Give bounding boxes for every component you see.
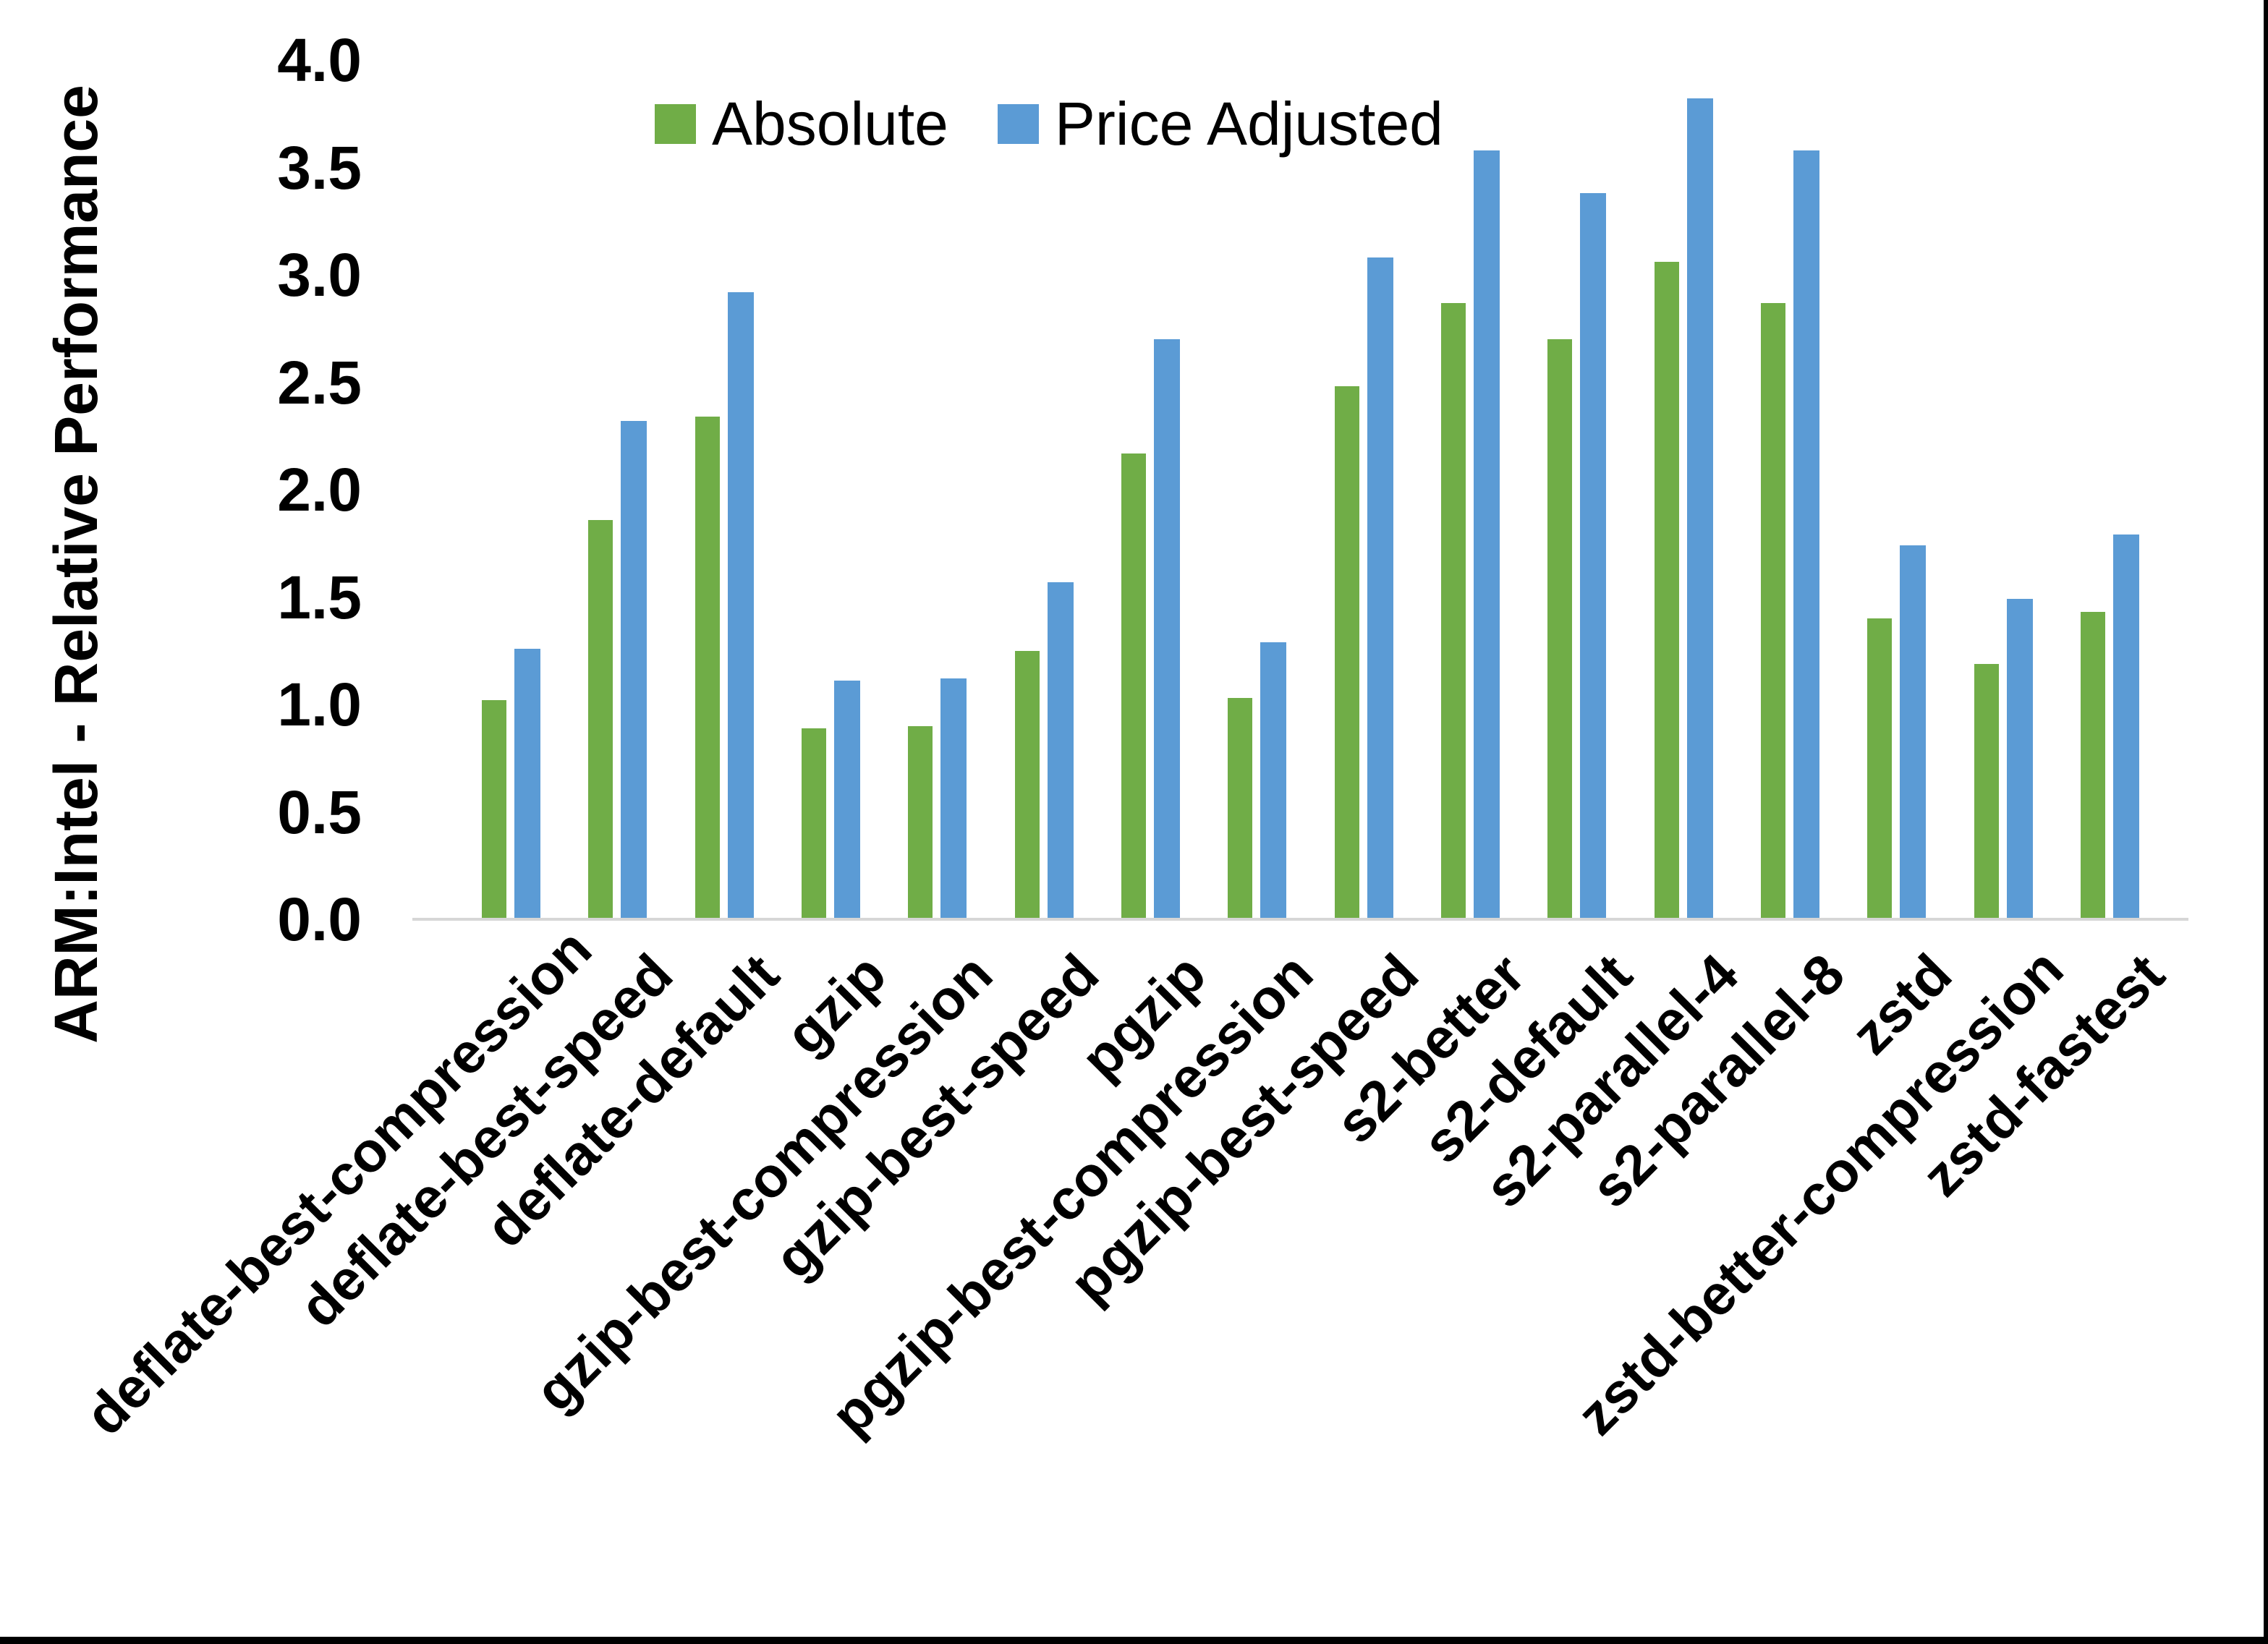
bar-absolute-pgzip-best-speed xyxy=(1334,386,1359,919)
bar-absolute-gzip xyxy=(802,728,827,919)
plot-area xyxy=(458,60,2163,919)
bar-price-adjusted-s2-parallel-8 xyxy=(1793,150,1819,919)
y-tick-label: 1.5 xyxy=(277,563,362,631)
y-tick-label: 0.0 xyxy=(277,885,362,953)
bar-absolute-s2-better xyxy=(1440,303,1466,919)
bar-absolute-gzip-best-speed xyxy=(1014,651,1040,919)
bar-price-adjusted-deflate-best-compression xyxy=(514,649,541,919)
bar-absolute-pgzip-best-compression xyxy=(1228,698,1253,919)
bar-price-adjusted-pgzip-best-compression xyxy=(1260,642,1287,919)
y-tick-label: 3.0 xyxy=(277,241,362,309)
bar-price-adjusted-s2-better xyxy=(1473,150,1500,919)
y-tick-label: 3.5 xyxy=(277,133,362,202)
y-axis-title: ARM:Intel - Relative Performance xyxy=(42,85,110,1044)
frame-border-right xyxy=(2264,0,2268,1644)
x-axis-line xyxy=(412,918,2188,921)
bar-price-adjusted-deflate-default xyxy=(727,292,754,919)
bar-absolute-zstd-better-compression xyxy=(1974,664,1999,919)
bar-absolute-deflate-default xyxy=(695,417,720,919)
bar-price-adjusted-pgzip xyxy=(1154,339,1181,919)
bar-price-adjusted-zstd xyxy=(1900,545,1927,919)
bar-price-adjusted-pgzip-best-speed xyxy=(1367,257,1393,919)
bar-price-adjusted-zstd-fastest xyxy=(2112,534,2139,919)
y-tick-label: 4.0 xyxy=(277,26,362,94)
bar-absolute-pgzip xyxy=(1121,453,1147,919)
bar-price-adjusted-deflate-best-speed xyxy=(621,421,647,919)
bar-absolute-s2-parallel-8 xyxy=(1760,303,1785,919)
y-tick-label: 2.5 xyxy=(277,348,362,417)
bar-absolute-s2-parallel-4 xyxy=(1654,262,1679,919)
bar-price-adjusted-zstd-better-compression xyxy=(2006,599,2033,919)
bar-absolute-gzip-best-compression xyxy=(908,726,933,919)
bar-price-adjusted-gzip-best-compression xyxy=(940,678,967,919)
bar-absolute-deflate-best-compression xyxy=(482,700,507,919)
bar-price-adjusted-gzip-best-speed xyxy=(1047,582,1074,919)
legend-label-price-adjusted: Price Adjusted xyxy=(1054,90,1443,158)
bar-absolute-s2-default xyxy=(1547,339,1573,919)
bar-price-adjusted-gzip xyxy=(834,681,861,919)
legend-label-absolute: Absolute xyxy=(712,90,948,158)
bar-absolute-zstd-fastest xyxy=(2080,612,2105,919)
bar-price-adjusted-s2-default xyxy=(1580,193,1607,919)
legend: Absolute Price Adjusted xyxy=(655,91,1443,156)
legend-swatch-price-adjusted xyxy=(997,103,1039,144)
bar-price-adjusted-s2-parallel-4 xyxy=(1686,98,1713,919)
y-tick-label: 2.0 xyxy=(277,456,362,524)
y-tick-label: 0.5 xyxy=(277,778,362,846)
legend-swatch-absolute xyxy=(655,103,696,144)
frame-border-bottom xyxy=(0,1637,2268,1644)
bar-absolute-deflate-best-speed xyxy=(588,520,613,919)
y-tick-label: 1.0 xyxy=(277,670,362,738)
bar-absolute-zstd xyxy=(1867,618,1893,919)
